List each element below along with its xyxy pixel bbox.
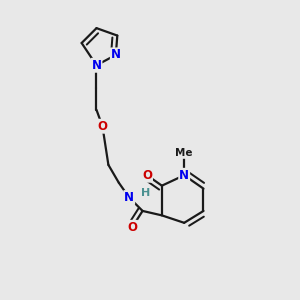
Text: H: H <box>141 188 150 198</box>
Text: N: N <box>179 169 189 182</box>
Text: O: O <box>142 169 152 182</box>
Text: Me: Me <box>176 148 193 158</box>
Text: N: N <box>111 48 121 62</box>
Text: N: N <box>92 59 101 72</box>
Text: O: O <box>127 221 137 234</box>
Text: N: N <box>124 191 134 204</box>
Text: O: O <box>98 120 107 133</box>
